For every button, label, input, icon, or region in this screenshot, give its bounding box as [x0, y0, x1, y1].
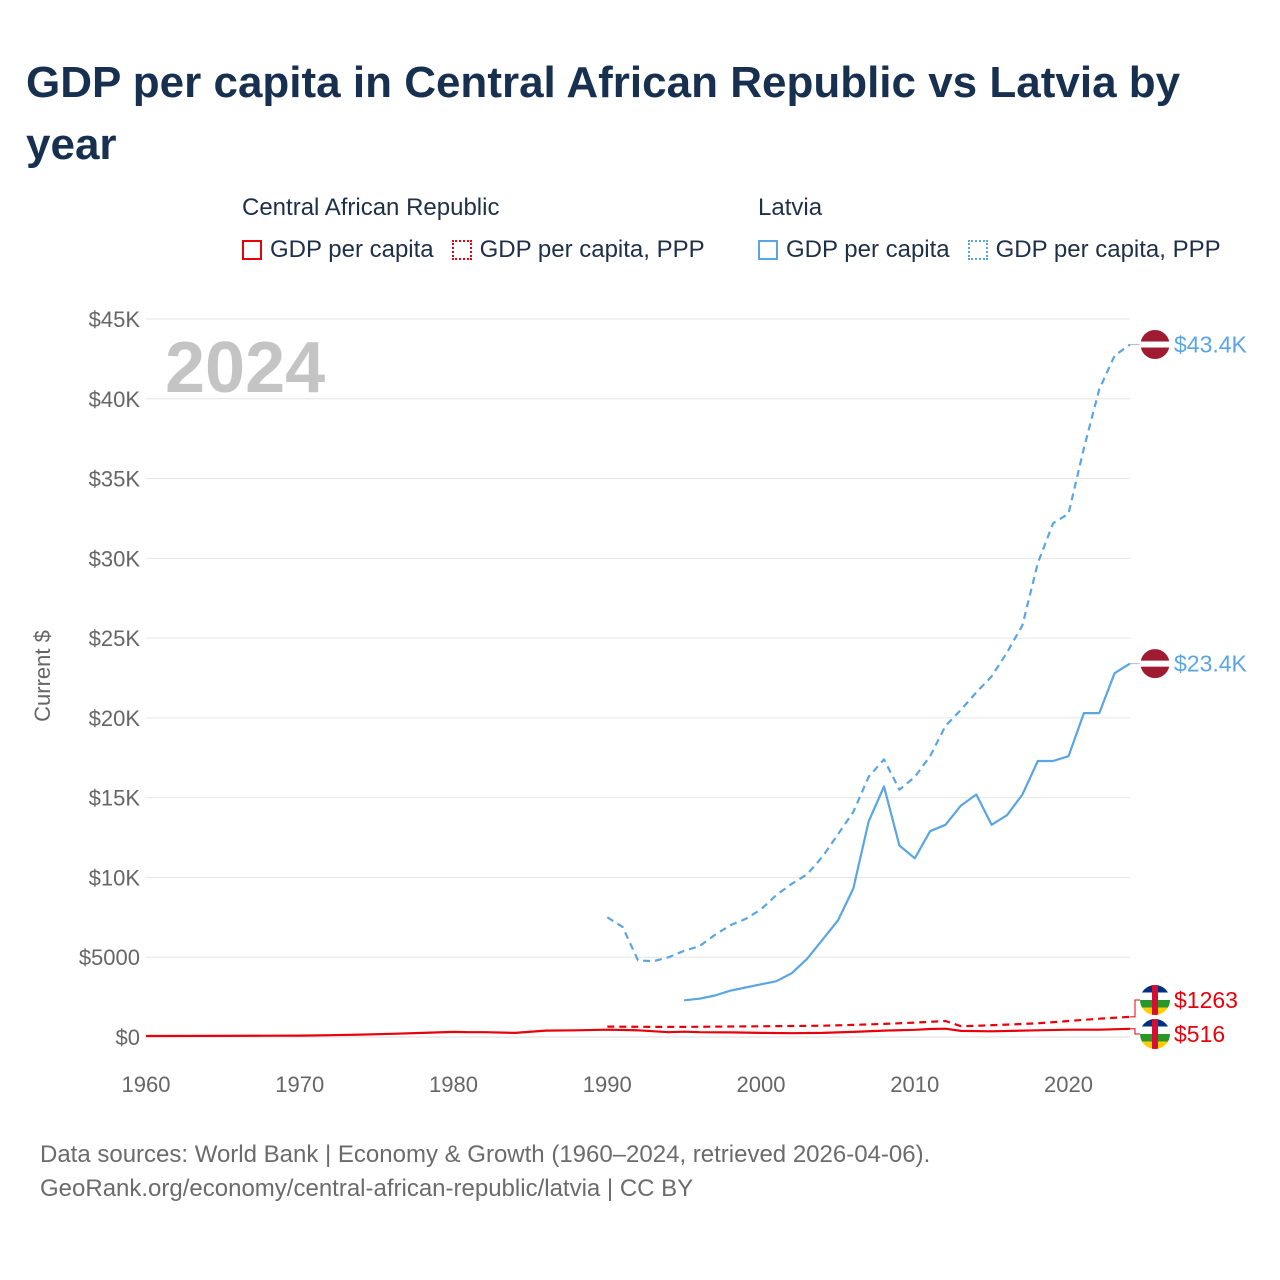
- legend-group-title: Latvia: [758, 194, 823, 221]
- legend-item-car-gdp-ppp[interactable]: GDP per capita, PPP: [451, 236, 705, 264]
- legend-swatch-dotted-icon: [967, 240, 988, 260]
- y-axis-ticks: $0 $5000 $10K $15K $20K $25K $30K $35K $40K $45K: [79, 307, 141, 1050]
- legend-item-car-gdp[interactable]: GDP per capita: [242, 236, 434, 264]
- y-tick-label: $25K: [89, 626, 141, 651]
- y-tick-label: $40K: [89, 387, 141, 412]
- legend-swatch-dotted-icon: [451, 240, 472, 260]
- series-line: [683, 662, 1131, 1002]
- legend-item-label: GDP per capita, PPP: [995, 236, 1221, 263]
- central-african-republic-flag-icon: [1140, 985, 1170, 1015]
- legend-group-title: Central African Republic: [242, 194, 500, 221]
- y-tick-label: $45K: [89, 307, 141, 332]
- x-tick-label: 2010: [890, 1072, 939, 1097]
- end-value-label: $43.4K: [1174, 332, 1248, 358]
- end-labels: $43.4K $23.4K $1263 $516: [1130, 329, 1248, 1049]
- latvia-flag-icon: [1139, 329, 1171, 361]
- footer-sources: Data sources: World Bank | Economy & Gro…: [40, 1141, 931, 1168]
- chart-title: GDP per capita in Central African Republ…: [26, 58, 1181, 169]
- x-tick-label: 2020: [1044, 1072, 1093, 1097]
- legend-item-latvia-gdp[interactable]: GDP per capita: [758, 236, 950, 264]
- y-tick-label: $15K: [89, 786, 141, 811]
- x-tick-label: 1990: [583, 1072, 632, 1097]
- series-line: [606, 343, 1131, 963]
- end-connector: [1130, 999, 1140, 1018]
- footer: Data sources: World Bank | Economy & Gro…: [40, 1138, 930, 1206]
- central-african-republic-flag-icon: [1140, 1019, 1170, 1049]
- y-tick-label: $10K: [89, 865, 141, 890]
- legend-swatch-solid-icon: [242, 240, 262, 260]
- y-tick-label: $30K: [89, 546, 141, 571]
- legend-item-label: GDP per capita: [786, 236, 950, 263]
- legend-item-label: GDP per capita, PPP: [479, 236, 705, 263]
- legend-group-latvia: Latvia GDP per capita GDP per capita, PP…: [758, 194, 1239, 264]
- series-lines: [145, 343, 1131, 1038]
- legend-item-label: GDP per capita: [270, 236, 434, 263]
- x-tick-label: 2000: [737, 1072, 786, 1097]
- gridlines: [146, 318, 1130, 1038]
- latvia-flag-icon: [1139, 648, 1171, 680]
- footer-link[interactable]: GeoRank.org/economy/central-african-repu…: [40, 1175, 694, 1202]
- y-tick-label: $5000: [79, 945, 140, 970]
- x-axis-ticks: 1960 1970 1980 1990 2000 2010 2020: [122, 1072, 1093, 1097]
- x-tick-label: 1970: [275, 1072, 324, 1097]
- end-value-label: $516: [1174, 1021, 1225, 1047]
- end-value-label: $23.4K: [1174, 651, 1248, 677]
- end-value-label: $1263: [1174, 987, 1238, 1013]
- y-axis-label: Current $: [30, 630, 55, 722]
- x-tick-label: 1960: [122, 1072, 171, 1097]
- legend-item-latvia-gdp-ppp[interactable]: GDP per capita, PPP: [967, 236, 1221, 264]
- legend-swatch-solid-icon: [758, 240, 778, 260]
- end-connector: [1130, 1028, 1140, 1035]
- series-line: [607, 1015, 1131, 1028]
- x-tick-label: 1980: [429, 1072, 478, 1097]
- legend-group-car: Central African Republic GDP per capita …: [242, 194, 723, 264]
- series-line: [145, 1027, 1131, 1038]
- year-watermark: 2024: [165, 328, 325, 408]
- y-tick-label: $0: [116, 1025, 140, 1050]
- y-tick-label: $35K: [89, 467, 141, 492]
- y-tick-label: $20K: [89, 706, 141, 731]
